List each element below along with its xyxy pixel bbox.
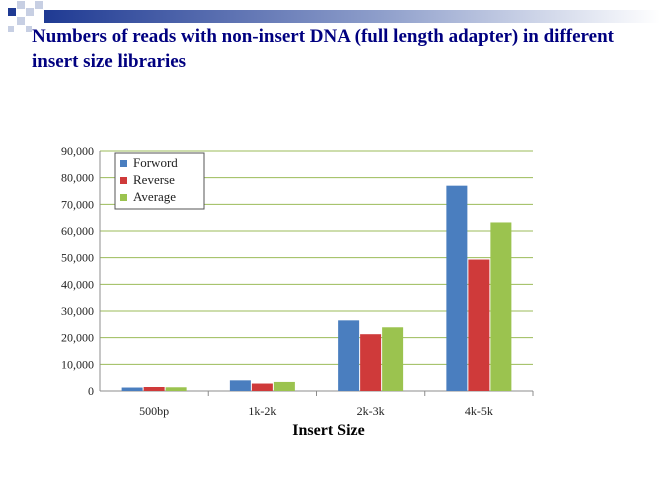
title-accent-bar: [44, 10, 660, 23]
y-tick-label: 30,000: [61, 304, 94, 318]
deco-square: [8, 26, 14, 32]
bar-average-3: [490, 222, 512, 391]
deco-square: [26, 8, 34, 16]
y-tick-label: 0: [88, 384, 94, 398]
y-tick-label: 40,000: [61, 277, 94, 291]
y-tick-label: 10,000: [61, 357, 94, 371]
y-tick-label: 60,000: [61, 224, 94, 238]
legend-swatch-forword: [120, 160, 127, 167]
y-tick-label: 20,000: [61, 331, 94, 345]
legend-box: [114, 152, 205, 210]
bar-average-2: [382, 327, 404, 391]
slide-decoration: [8, 1, 660, 32]
bar-forword-2: [338, 320, 360, 391]
bar-forword-3: [446, 185, 468, 391]
y-tick-label: 90,000: [61, 144, 94, 158]
y-tick-label: 50,000: [61, 251, 94, 265]
x-tick-label: 2k-3k: [357, 404, 385, 418]
legend-label-forword: Forword: [133, 155, 178, 170]
legend-label-average: Average: [133, 189, 176, 204]
bar-average-0: [165, 387, 187, 391]
legend-label-reverse: Reverse: [133, 172, 175, 187]
y-tick-label: 70,000: [61, 197, 94, 211]
bar-forword-0: [121, 387, 143, 391]
x-tick-label: 500bp: [139, 404, 169, 418]
slide-title: Numbers of reads with non-insert DNA (fu…: [32, 26, 614, 72]
legend-swatch-reverse: [120, 177, 127, 184]
legend-swatch-average: [120, 194, 127, 201]
deco-square: [8, 8, 16, 16]
x-tick-label: 4k-5k: [465, 404, 493, 418]
bar-reverse-1: [251, 383, 273, 391]
bar-reverse-3: [468, 259, 490, 391]
bar-reverse-2: [360, 334, 382, 391]
x-tick-label: 1k-2k: [248, 404, 276, 418]
y-tick-label: 80,000: [61, 171, 94, 185]
bar-forword-1: [229, 380, 251, 391]
deco-square: [35, 1, 43, 9]
deco-square: [17, 17, 25, 25]
deco-square: [17, 1, 25, 9]
deco-square: [26, 26, 32, 32]
bar-reverse-0: [143, 387, 165, 391]
x-axis-label: Insert Size: [292, 422, 364, 439]
bar-average-1: [273, 381, 295, 391]
